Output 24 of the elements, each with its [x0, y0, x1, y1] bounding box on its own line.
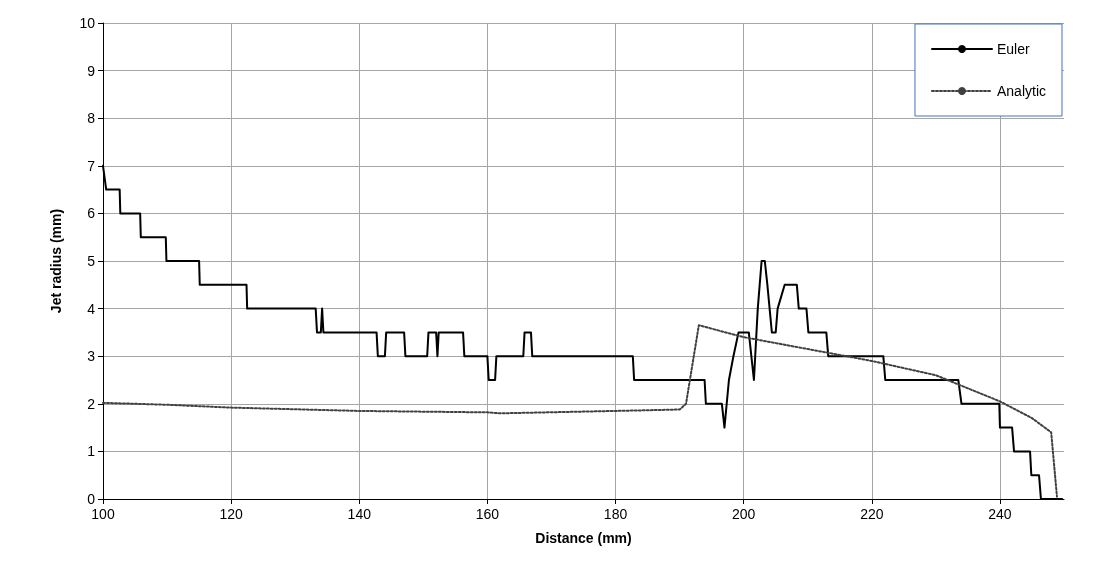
x-tick-label: 120	[219, 506, 244, 522]
y-tick-label: 6	[87, 205, 96, 222]
y-tick-label: 4	[87, 300, 96, 317]
x-tick-label: 240	[988, 506, 1012, 522]
y-tick-label: 3	[87, 348, 96, 365]
x-tick-label: 200	[731, 506, 756, 522]
y-tick-label: 10	[79, 15, 96, 31]
y-tick-label: 2	[87, 395, 96, 412]
legend-label: Euler	[996, 41, 1030, 57]
x-tick-label: 180	[603, 506, 628, 522]
x-tick-label: 140	[347, 506, 372, 522]
x-tick-label: 220	[860, 506, 884, 522]
y-tick-label: 9	[87, 62, 96, 79]
line-series	[102, 324, 1058, 498]
x-tick-label: 100	[91, 506, 115, 522]
y-tick-label: 5	[87, 253, 96, 269]
y-tick-label: 1	[87, 443, 96, 460]
y-tick-label: 0	[87, 491, 96, 507]
x-tick-label: 160	[475, 506, 500, 522]
legend-label: Analytic	[996, 83, 1047, 99]
y-axis-title: Jet radius (mm)	[48, 208, 64, 314]
y-tick-label: 8	[87, 110, 96, 127]
x-axis-title: Distance (mm)	[535, 530, 632, 546]
y-tick-label: 7	[87, 157, 96, 174]
